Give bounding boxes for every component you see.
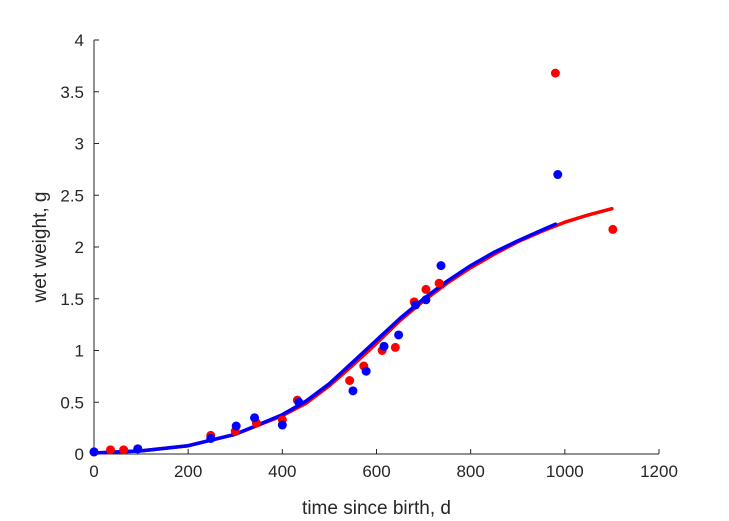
x-tick-label: 1200 [640, 462, 678, 481]
data-point [206, 433, 216, 443]
y-tick-label: 3.5 [60, 83, 84, 102]
axes: 0 200 400 600 800 1000 1200 0 0.5 1 1.5 2 2.5 3 3.5 4 [60, 31, 678, 481]
y-tick-label: 1 [75, 342, 84, 361]
data-point [250, 413, 260, 423]
series-line [92, 206, 614, 455]
y-axis-label: wet weight, g [30, 192, 51, 304]
data-point [277, 420, 287, 430]
series-line [92, 222, 558, 455]
y-tick-label: 2.5 [60, 186, 84, 205]
data-point [421, 284, 431, 294]
plot-area [89, 68, 618, 457]
y-tick-label: 4 [75, 31, 84, 50]
data-point [105, 445, 115, 455]
data-point [133, 444, 143, 454]
x-tick-label: 1000 [546, 462, 584, 481]
data-point [390, 342, 400, 352]
data-point [434, 278, 444, 288]
data-point [119, 445, 129, 455]
y-tick-label: 0.5 [60, 393, 84, 412]
data-point [89, 447, 99, 457]
data-point [348, 386, 358, 396]
x-tick-label: 600 [362, 462, 390, 481]
x-axis-label: time since birth, d [302, 498, 451, 519]
y-tick-label: 1.5 [60, 290, 84, 309]
data-point [361, 366, 371, 376]
x-tick-label: 0 [89, 462, 98, 481]
data-point [394, 330, 404, 340]
data-point [411, 300, 421, 310]
x-tick-label: 200 [174, 462, 202, 481]
data-point [231, 421, 241, 431]
data-point [550, 68, 560, 78]
data-point [379, 341, 389, 351]
y-tick-label: 3 [75, 135, 84, 154]
data-point [436, 261, 446, 271]
data-point [421, 295, 431, 305]
data-point [294, 397, 304, 407]
x-tick-label: 400 [268, 462, 296, 481]
data-point [345, 376, 355, 386]
y-tick-label: 0 [75, 445, 84, 464]
y-tick-label: 2 [75, 238, 84, 257]
x-tick-label: 800 [456, 462, 484, 481]
data-point [608, 224, 618, 234]
data-point [553, 170, 563, 180]
